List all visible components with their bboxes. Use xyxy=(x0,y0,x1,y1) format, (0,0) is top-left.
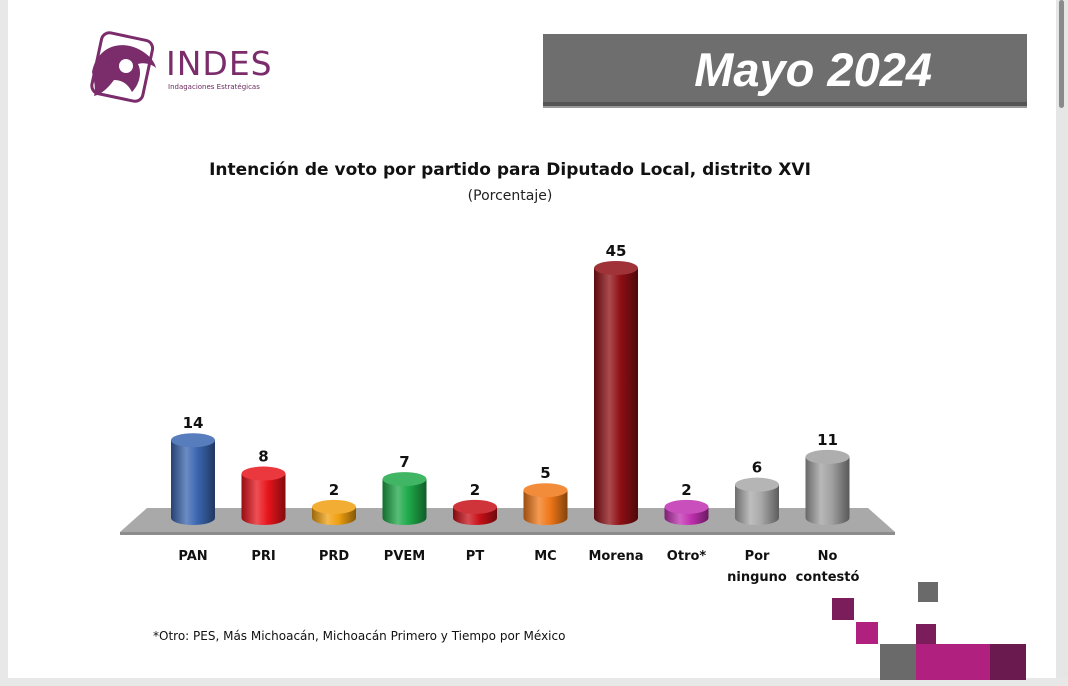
value-label: 8 xyxy=(258,448,268,466)
category-label: PVEM xyxy=(384,549,425,564)
decor-square xyxy=(990,644,1026,680)
bar-body xyxy=(523,490,568,525)
bar-body xyxy=(382,479,427,525)
bar-morena xyxy=(594,261,638,525)
bar-body xyxy=(805,456,850,525)
bar-body xyxy=(735,484,779,525)
category-label: No xyxy=(818,549,838,564)
category-label: Otro* xyxy=(667,549,707,564)
indes-logo-mark-icon xyxy=(90,31,156,103)
logo-tagline: Indagaciones Estratégicas xyxy=(168,83,260,91)
bar-top xyxy=(523,483,568,498)
bar-top xyxy=(735,477,779,492)
scrollbar-track[interactable] xyxy=(1056,0,1068,686)
decor-square xyxy=(916,624,936,644)
date-banner: Mayo 2024 xyxy=(543,34,1027,106)
category-label: contestó xyxy=(796,570,860,585)
bar-top xyxy=(453,499,497,514)
category-label: Por xyxy=(745,549,770,564)
logo-brand-text: INDES xyxy=(166,44,273,83)
value-label: 11 xyxy=(817,431,838,449)
category-label: PAN xyxy=(178,549,207,564)
date-banner-text: Mayo 2024 xyxy=(694,43,932,96)
bar-otro xyxy=(664,499,709,525)
chart-title: Intención de voto por partido para Diput… xyxy=(209,160,811,180)
decor-square xyxy=(856,622,878,644)
decor-square xyxy=(880,644,916,680)
value-label: 6 xyxy=(752,459,762,477)
value-label: 7 xyxy=(399,453,409,471)
category-label: PRI xyxy=(251,549,275,564)
category-label: MC xyxy=(534,549,556,564)
value-label: 2 xyxy=(470,481,480,499)
bar-no-contest xyxy=(805,449,850,525)
decor-square xyxy=(916,644,990,680)
decor-square xyxy=(832,598,854,620)
chart-footnote: *Otro: PES, Más Michoacán, Michoacán Pri… xyxy=(153,629,566,643)
value-label: 14 xyxy=(183,414,204,432)
bar-pvem xyxy=(382,472,427,525)
category-label: Morena xyxy=(588,549,643,564)
bar-mc xyxy=(523,483,568,525)
window-left-edge xyxy=(0,0,8,686)
chart-subtitle: (Porcentaje) xyxy=(467,188,553,204)
category-label: ninguno xyxy=(727,570,787,585)
decor-square xyxy=(918,582,938,602)
value-label: 45 xyxy=(606,242,627,260)
bar-pan xyxy=(171,433,215,525)
bar-body xyxy=(171,440,215,525)
bar-por-ninguno xyxy=(735,477,779,525)
bar-top xyxy=(594,261,638,275)
category-label: PT xyxy=(466,549,485,564)
value-label: 2 xyxy=(329,481,339,499)
window-bottom-edge xyxy=(0,678,1068,686)
bar-top xyxy=(382,472,427,487)
bar-prd xyxy=(312,499,356,525)
bar-top xyxy=(664,499,709,514)
bar-body xyxy=(241,473,286,525)
value-label: 5 xyxy=(540,464,550,482)
bar-top xyxy=(805,449,850,464)
category-label: PRD xyxy=(319,549,350,564)
bar-pt xyxy=(453,499,497,525)
bar-top xyxy=(241,466,286,481)
bar-top xyxy=(312,499,356,514)
indes-logo: INDES Indagaciones Estratégicas xyxy=(82,28,282,108)
chart-floor-edge xyxy=(120,532,895,535)
bar-body xyxy=(594,268,638,525)
value-label: 2 xyxy=(681,481,691,499)
bar-pri xyxy=(241,466,286,525)
scrollbar-thumb[interactable] xyxy=(1059,0,1064,108)
bar-top xyxy=(171,433,215,448)
